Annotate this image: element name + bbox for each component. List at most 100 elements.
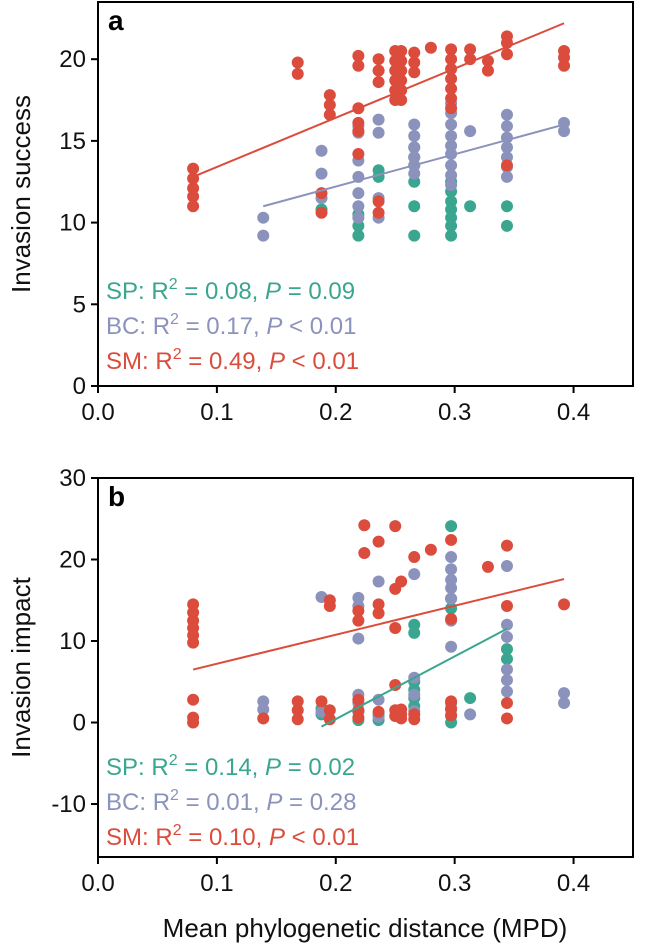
fit-line-sm — [192, 578, 565, 671]
point-sm — [372, 64, 385, 77]
point-sm — [500, 599, 513, 612]
point-bc — [500, 560, 513, 573]
point-sm — [372, 195, 385, 208]
point-bc — [558, 687, 571, 700]
point-bc — [445, 169, 458, 182]
x-axis-title: Mean phylogenetic distance (MPD) — [163, 913, 568, 943]
stats-bc: BC: R2 = 0.01, P = 0.28 — [106, 787, 356, 816]
point-sm — [323, 89, 336, 102]
point-bc — [558, 696, 571, 709]
point-sm — [372, 53, 385, 66]
point-sm — [464, 53, 477, 66]
stats-sm: SM: R2 = 0.49, P < 0.01 — [106, 346, 359, 375]
point-bc — [408, 151, 421, 164]
point-sp — [464, 692, 477, 705]
point-sm — [445, 43, 458, 56]
panel-label: a — [108, 5, 124, 36]
point-sm — [481, 54, 494, 67]
point-sp — [352, 229, 365, 242]
point-sm — [323, 108, 336, 121]
point-sm — [352, 49, 365, 62]
point-sm — [358, 519, 371, 532]
point-sm — [500, 48, 513, 61]
point-sm — [395, 54, 408, 67]
x-tick-label: 0.2 — [319, 870, 352, 897]
point-sm — [187, 200, 200, 213]
point-sm — [187, 162, 200, 175]
point-sp — [500, 643, 513, 656]
point-sm — [352, 116, 365, 129]
stats-bc: BC: R2 = 0.17, P < 0.01 — [106, 311, 356, 340]
y-tick-label: 0 — [73, 710, 86, 737]
point-sm — [500, 696, 513, 709]
point-sm — [291, 695, 304, 708]
point-sm — [291, 713, 304, 726]
panel-b: 0.0 0.1 0.2 0.3 0.4 -10 0 10 20 30 Invasion impact… — [6, 465, 634, 897]
y-tick-label: 0 — [73, 373, 86, 400]
point-sm — [445, 102, 458, 115]
point-bc — [408, 568, 421, 581]
point-bc — [500, 120, 513, 133]
point-sm — [445, 613, 458, 626]
point-sm — [445, 82, 458, 95]
point-bc — [500, 618, 513, 631]
point-sm — [315, 206, 328, 219]
point-sm — [291, 67, 304, 80]
point-bc — [500, 685, 513, 698]
point-sm — [372, 598, 385, 611]
point-bc — [500, 674, 513, 687]
point-bc — [445, 592, 458, 605]
panel-a: 0.0 0.1 0.2 0.3 0.4 0 5 10 15 20 Invasion success a… — [6, 1, 634, 426]
point-bc — [257, 229, 270, 242]
point-bc — [352, 211, 365, 224]
point-sm — [395, 703, 408, 716]
y-tick-label: 15 — [59, 128, 86, 155]
point-sm — [323, 704, 336, 717]
point-sm — [445, 695, 458, 708]
point-sm — [408, 56, 421, 69]
point-sm — [291, 56, 304, 69]
point-sm — [352, 147, 365, 160]
point-sm — [408, 708, 421, 721]
point-sm — [352, 604, 365, 617]
point-sp — [408, 618, 421, 631]
point-bc — [445, 118, 458, 131]
point-sm — [257, 712, 270, 725]
point-bc — [445, 179, 458, 192]
point-bc — [257, 211, 270, 224]
x-tick-label: 0.0 — [81, 870, 114, 897]
x-tick-label: 0.4 — [557, 399, 590, 426]
stats-sp: SP: R2 = 0.14, P = 0.02 — [106, 752, 355, 781]
y-tick-label: 20 — [59, 547, 86, 574]
y-tick-label: 20 — [59, 46, 86, 73]
point-bc — [445, 573, 458, 586]
point-bc — [445, 159, 458, 172]
point-sm — [372, 206, 385, 219]
fit-line-sp — [321, 627, 508, 728]
x-tick-label: 0.0 — [81, 399, 114, 426]
point-sp — [445, 520, 458, 533]
point-sm — [323, 98, 336, 111]
point-sm — [352, 59, 365, 72]
point-bc — [372, 693, 385, 706]
point-sm — [500, 539, 513, 552]
point-sp — [445, 195, 458, 208]
x-tick-label: 0.4 — [557, 870, 590, 897]
point-sm — [352, 614, 365, 627]
point-sm — [424, 543, 437, 556]
point-sm — [352, 693, 365, 706]
plot-frame — [97, 477, 634, 858]
point-sm — [445, 533, 458, 546]
point-bc — [445, 640, 458, 653]
y-tick-label: 30 — [59, 465, 86, 492]
point-bc — [408, 118, 421, 131]
x-tick-label: 0.1 — [200, 399, 233, 426]
point-sp — [464, 200, 477, 213]
point-sp — [408, 200, 421, 213]
point-sm — [352, 704, 365, 717]
point-sm — [389, 520, 402, 533]
point-bc — [372, 126, 385, 139]
point-sm — [395, 74, 408, 87]
point-bc — [352, 200, 365, 213]
